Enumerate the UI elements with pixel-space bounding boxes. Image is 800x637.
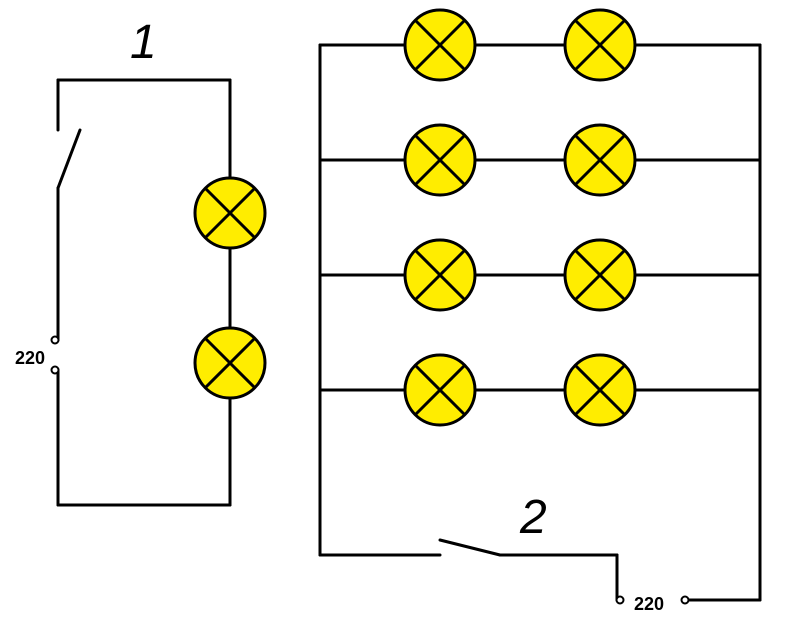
lamp-icon	[565, 240, 635, 310]
lamp-icon	[405, 240, 475, 310]
circuit-2-voltage: 220	[634, 594, 664, 615]
lamp-icon	[405, 355, 475, 425]
lamp-icon	[195, 178, 265, 248]
circuit-1-voltage: 220	[15, 348, 45, 369]
lamp-icon	[565, 125, 635, 195]
circuit-2-label: 2	[520, 490, 547, 545]
circuit-1-label: 1	[130, 15, 157, 70]
lamp-icon	[195, 328, 265, 398]
circuit-diagram	[0, 0, 800, 637]
lamp-icon	[565, 10, 635, 80]
lamp-icon	[405, 10, 475, 80]
lamp-icon	[405, 125, 475, 195]
lamp-icon	[565, 355, 635, 425]
